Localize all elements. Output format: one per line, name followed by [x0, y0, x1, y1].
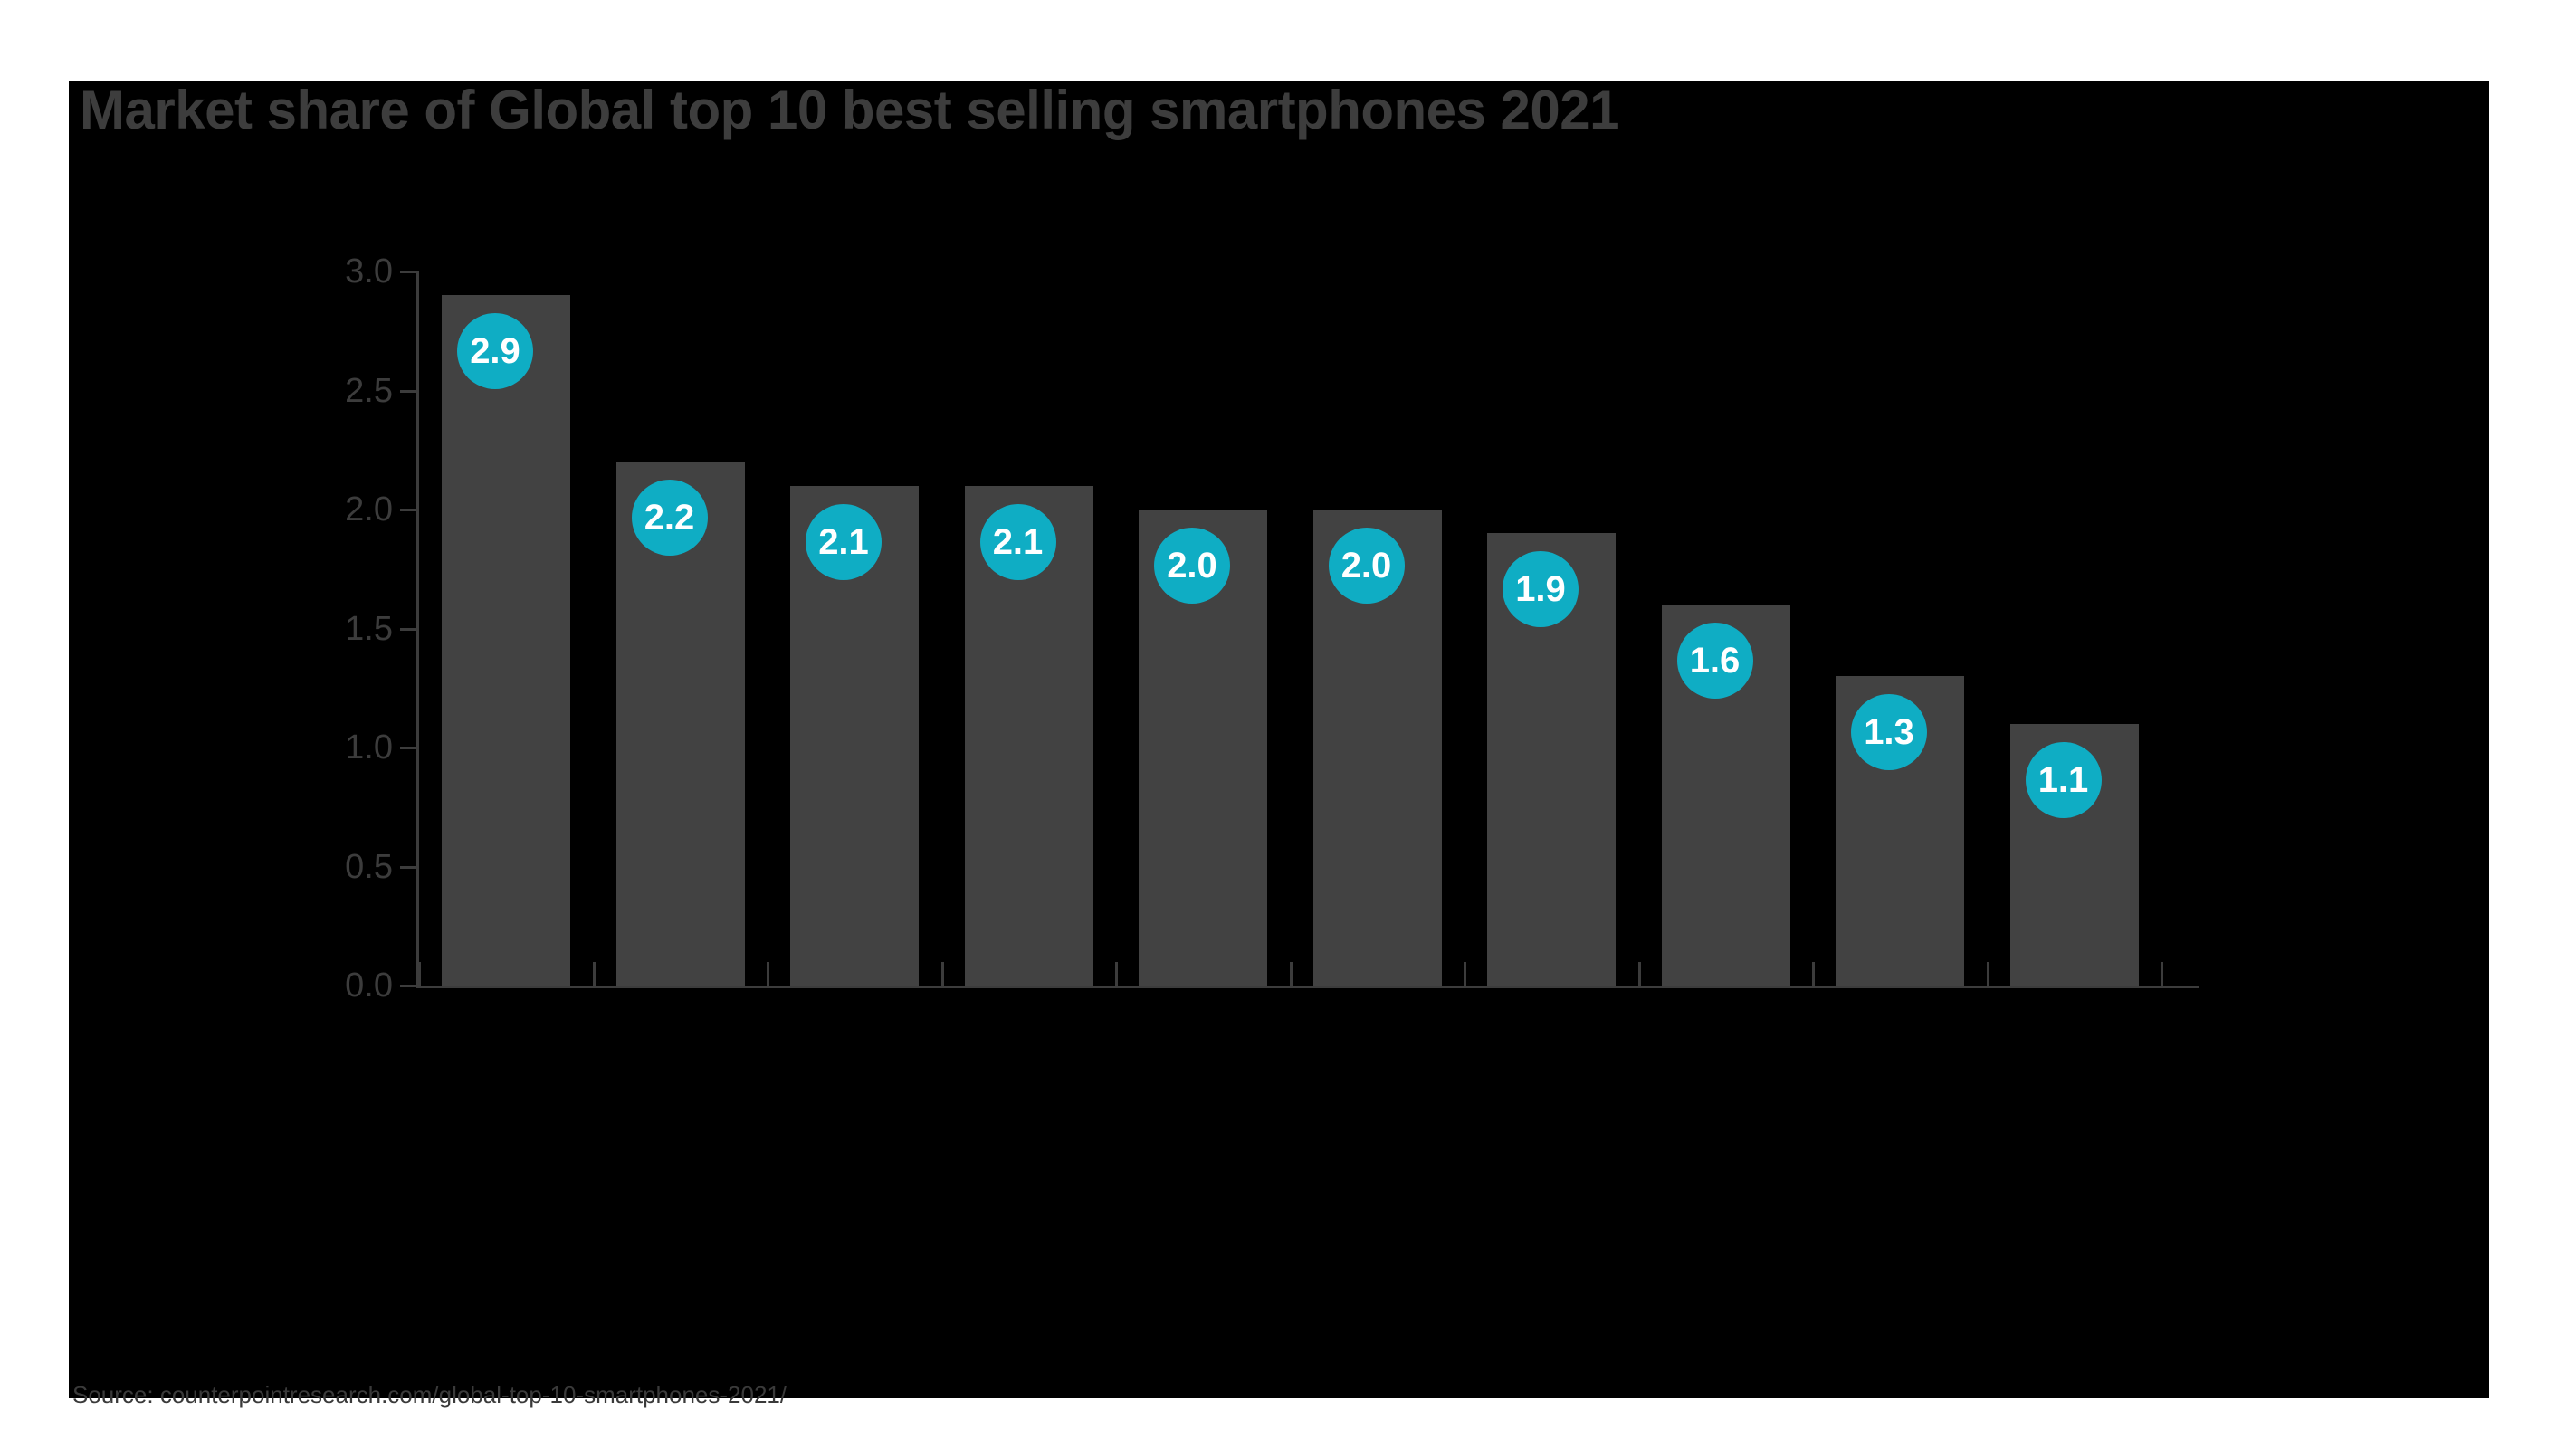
value-bubble: 1.9	[1503, 551, 1579, 628]
value-bubble: 1.3	[1851, 694, 1927, 771]
x-tick-mark	[592, 962, 596, 986]
y-tick-mark	[400, 985, 417, 987]
value-bubble: 2.1	[979, 503, 1056, 580]
value-bubble: 2.0	[1328, 528, 1405, 604]
y-tick-label: 2.5	[345, 371, 393, 410]
value-bubble: 1.6	[1676, 623, 1753, 700]
x-tick-mark	[1115, 962, 1118, 986]
y-tick-label: 0.0	[345, 967, 393, 1005]
value-bubble: 2.9	[457, 313, 533, 390]
page-title: Market share of Global top 10 best selli…	[80, 80, 1620, 140]
y-tick-label: 2.0	[345, 491, 393, 529]
x-tick-mark	[767, 962, 769, 986]
value-bubble: 2.2	[631, 480, 708, 557]
value-bubble: 1.1	[2025, 741, 2102, 818]
x-tick-mark	[1637, 962, 1641, 986]
y-tick-mark	[400, 627, 417, 631]
x-tick-mark	[1464, 962, 1466, 986]
y-tick-label: 1.5	[345, 609, 393, 648]
y-tick-mark	[400, 509, 417, 511]
x-axis-spine	[416, 986, 2199, 988]
x-tick-mark	[2161, 962, 2163, 986]
y-tick-mark	[400, 389, 417, 393]
x-tick-mark	[940, 962, 944, 986]
y-axis-spine	[416, 272, 419, 987]
x-tick-mark	[1812, 962, 1815, 986]
y-tick-label: 1.0	[345, 729, 393, 767]
x-tick-mark	[418, 962, 421, 986]
y-tick-label: 3.0	[345, 252, 393, 291]
value-bubble: 2.1	[806, 503, 882, 580]
source-note: Source: counterpointresearch.com/global-…	[72, 1381, 787, 1408]
bar[interactable]	[442, 295, 570, 986]
x-tick-mark	[1986, 962, 1989, 986]
x-tick-mark	[1289, 962, 1293, 986]
value-bubble: 2.0	[1154, 528, 1230, 604]
y-tick-mark	[400, 271, 417, 273]
y-tick-mark	[400, 747, 417, 749]
y-tick-mark	[400, 865, 417, 869]
y-tick-label: 0.5	[345, 847, 393, 886]
